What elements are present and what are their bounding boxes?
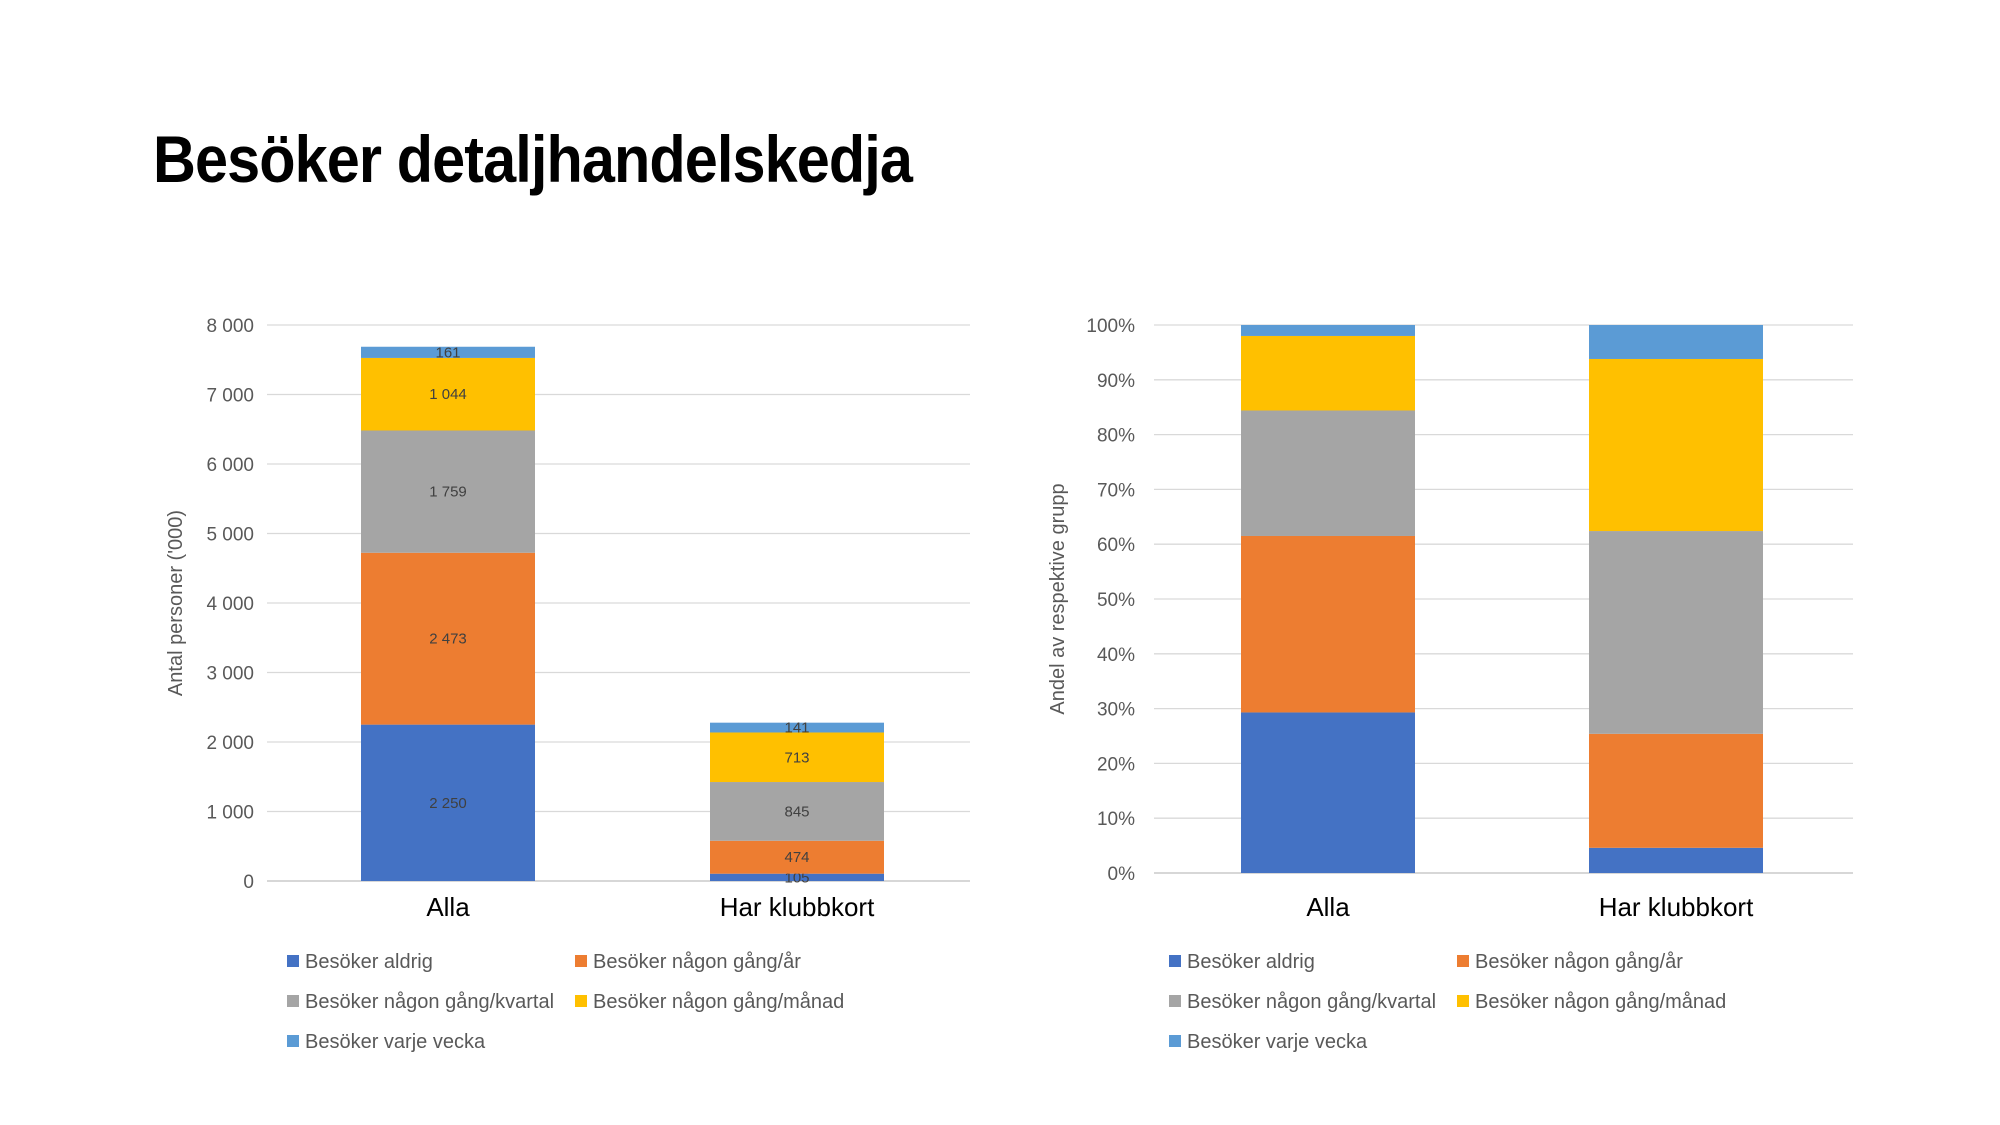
y-tick-label: 5 000 xyxy=(206,525,254,546)
data-label: 1 759 xyxy=(429,484,467,501)
bar-segment xyxy=(1241,410,1415,536)
legend-swatch xyxy=(287,1035,299,1047)
legend-label: Besöker någon gång/år xyxy=(1475,951,1683,973)
bar-segment xyxy=(1241,712,1415,873)
data-label: 474 xyxy=(784,849,809,866)
legend-label: Besöker någon gång/kvartal xyxy=(1187,991,1436,1013)
y-tick-label: 60% xyxy=(1097,535,1135,556)
y-axis-title: Andel av respektive grupp xyxy=(1047,483,1069,714)
bar-segment xyxy=(1241,535,1415,713)
legend-swatch xyxy=(575,995,587,1007)
legend-swatch xyxy=(287,955,299,967)
y-tick-label: 7 000 xyxy=(206,386,254,407)
y-tick-label: 10% xyxy=(1097,809,1135,830)
legend-label: Besöker varje vecka xyxy=(305,1031,486,1053)
bar-segment xyxy=(1589,358,1763,532)
y-tick-label: 40% xyxy=(1097,645,1135,666)
y-tick-label: 80% xyxy=(1097,426,1135,447)
bar-segment xyxy=(1589,847,1763,873)
y-tick-label: 6 000 xyxy=(206,455,254,476)
y-tick-label: 70% xyxy=(1097,480,1135,501)
bar-segment xyxy=(1589,325,1763,359)
legend-label: Besöker varje vecka xyxy=(1187,1031,1368,1053)
y-tick-label: 50% xyxy=(1097,590,1135,611)
y-tick-label: 90% xyxy=(1097,371,1135,392)
bar-segment xyxy=(1241,325,1415,336)
legend-label: Besöker någon gång/månad xyxy=(593,991,844,1013)
legend-label: Besöker aldrig xyxy=(305,951,433,973)
bar-segment xyxy=(1589,531,1763,734)
y-tick-label: 0 xyxy=(243,872,254,893)
legend-label: Besöker någon gång/månad xyxy=(1475,991,1726,1013)
bar-segment xyxy=(710,782,884,841)
bar-segment xyxy=(361,552,535,725)
data-label: 713 xyxy=(784,749,809,766)
y-tick-label: 20% xyxy=(1097,754,1135,775)
bar-segment xyxy=(361,430,535,553)
legend-swatch xyxy=(1457,955,1469,967)
data-label: 2 473 xyxy=(429,631,467,648)
bar-segment xyxy=(710,722,884,733)
data-label: 845 xyxy=(784,803,809,820)
legend-label: Besöker någon gång/år xyxy=(593,951,801,973)
legend-swatch xyxy=(1169,1035,1181,1047)
bar-segment xyxy=(361,346,535,358)
x-category-label: Har klubbkort xyxy=(1599,892,1754,922)
x-category-label: Har klubbkort xyxy=(720,892,875,922)
legend-swatch xyxy=(287,995,299,1007)
data-label: 141 xyxy=(784,720,809,737)
legend-swatch xyxy=(575,955,587,967)
slide-title: Besöker detaljhandelskedja xyxy=(153,122,913,196)
y-tick-label: 2 000 xyxy=(206,733,254,754)
legend-swatch xyxy=(1169,995,1181,1007)
data-label: 161 xyxy=(435,344,460,361)
y-tick-label: 3 000 xyxy=(206,664,254,685)
legend-label: Besöker aldrig xyxy=(1187,951,1315,973)
y-tick-label: 8 000 xyxy=(206,316,254,337)
data-label: 2 250 xyxy=(429,795,467,812)
y-axis-title: Antal personer ('000) xyxy=(165,510,187,696)
legend-swatch xyxy=(1457,995,1469,1007)
bar-segment xyxy=(361,357,535,431)
bar-segment xyxy=(361,724,535,881)
y-tick-label: 4 000 xyxy=(206,594,254,615)
legend-label: Besöker någon gång/kvartal xyxy=(305,991,554,1013)
bar-segment xyxy=(710,840,884,874)
x-category-label: Alla xyxy=(426,892,470,922)
y-tick-label: 30% xyxy=(1097,700,1135,721)
bar-segment xyxy=(1589,733,1763,848)
bar-segment xyxy=(710,732,884,783)
y-tick-label: 100% xyxy=(1086,316,1135,337)
data-label: 1 044 xyxy=(429,386,467,403)
bar-segment xyxy=(1241,335,1415,411)
bar-segment xyxy=(710,873,884,881)
y-tick-label: 0% xyxy=(1108,864,1136,885)
y-tick-label: 1 000 xyxy=(206,803,254,824)
x-category-label: Alla xyxy=(1306,892,1350,922)
legend-swatch xyxy=(1169,955,1181,967)
